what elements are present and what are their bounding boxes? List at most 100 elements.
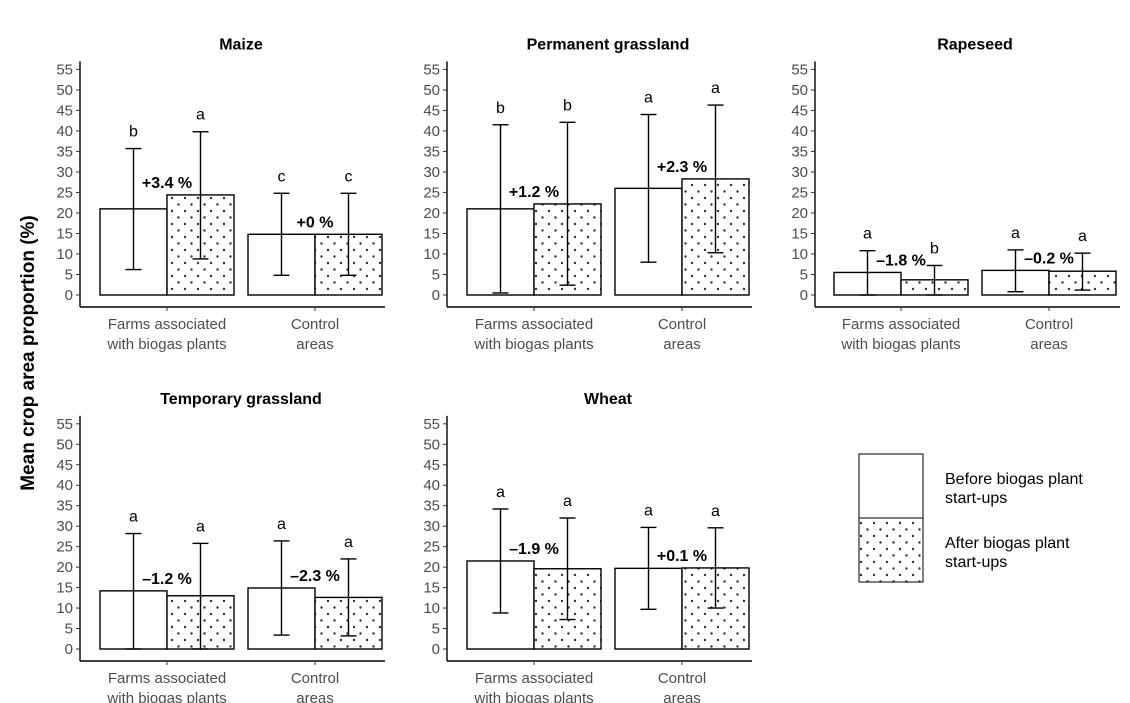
- significance-letter: a: [644, 90, 653, 107]
- significance-letter: a: [563, 493, 572, 510]
- change-label: +0 %: [297, 214, 334, 231]
- change-label: +1.2 %: [509, 184, 559, 201]
- legend-label: start-ups: [945, 554, 1007, 571]
- y-tick-label: 45: [791, 102, 808, 119]
- x-category-label: with biogas plants: [106, 690, 226, 703]
- x-category-label: areas: [663, 336, 701, 353]
- significance-letter: a: [196, 518, 205, 535]
- legend-swatch: [858, 517, 924, 583]
- y-tick-label: 55: [791, 61, 808, 78]
- y-tick-label: 50: [423, 82, 440, 99]
- x-category-label: Control: [291, 670, 339, 687]
- y-tick-label: 20: [423, 559, 440, 576]
- y-tick-label: 15: [56, 225, 73, 242]
- y-tick-label: 5: [65, 266, 73, 283]
- y-tick-label: 30: [423, 164, 440, 181]
- x-category-label: Control: [658, 316, 706, 333]
- y-tick-label: 10: [423, 600, 440, 617]
- y-tick-label: 25: [423, 539, 440, 556]
- y-tick-label: 0: [65, 287, 73, 304]
- y-axis-label: Mean crop area proportion (%): [18, 215, 39, 491]
- y-tick-label: 55: [423, 416, 440, 433]
- y-tick-label: 40: [56, 123, 73, 140]
- panel-title: Rapeseed: [937, 36, 1013, 53]
- y-tick-label: 35: [423, 143, 440, 160]
- change-label: –0.2 %: [1024, 250, 1074, 267]
- y-tick-label: 5: [800, 266, 808, 283]
- y-tick-label: 30: [791, 164, 808, 181]
- y-tick-label: 15: [791, 225, 808, 242]
- y-tick-label: 40: [791, 123, 808, 140]
- y-tick-label: 35: [423, 498, 440, 515]
- y-tick-label: 10: [791, 246, 808, 263]
- x-category-label: Farms associated: [108, 670, 226, 687]
- y-tick-label: 0: [800, 287, 808, 304]
- change-label: –2.3 %: [290, 568, 340, 585]
- y-tick-label: 5: [432, 621, 440, 638]
- y-tick-label: 40: [423, 477, 440, 494]
- x-category-label: with biogas plants: [473, 690, 593, 703]
- y-tick-label: 55: [56, 61, 73, 78]
- change-label: +3.4 %: [142, 175, 192, 192]
- significance-letter: a: [711, 80, 720, 97]
- y-tick-label: 50: [791, 82, 808, 99]
- y-tick-label: 10: [56, 600, 73, 617]
- x-category-label: Control: [658, 670, 706, 687]
- legend-label: start-ups: [945, 490, 1007, 507]
- significance-letter: a: [711, 503, 720, 520]
- y-tick-label: 10: [56, 246, 73, 263]
- y-tick-label: 15: [423, 580, 440, 597]
- x-category-label: areas: [296, 336, 334, 353]
- y-tick-label: 5: [65, 621, 73, 638]
- x-category-label: with biogas plants: [473, 336, 593, 353]
- y-tick-label: 10: [423, 246, 440, 263]
- x-category-label: Control: [291, 316, 339, 333]
- y-tick-label: 5: [432, 266, 440, 283]
- y-tick-label: 0: [432, 641, 440, 658]
- x-category-label: Farms associated: [475, 670, 593, 687]
- x-category-label: areas: [296, 690, 334, 703]
- chart-panel: Wheat 0 5 10 15 20 25 30 35 40 45 50 55 a a –1.9 % Farms…: [423, 391, 752, 703]
- x-category-label: areas: [663, 690, 701, 703]
- panel-title: Maize: [219, 36, 263, 53]
- change-label: –1.9 %: [509, 541, 559, 558]
- y-tick-label: 45: [56, 102, 73, 119]
- significance-letter: b: [129, 124, 138, 141]
- y-tick-label: 55: [56, 416, 73, 433]
- y-tick-label: 40: [56, 477, 73, 494]
- legend-label: After biogas plant: [945, 535, 1070, 552]
- y-tick-label: 25: [56, 184, 73, 201]
- x-category-label: areas: [1030, 336, 1068, 353]
- y-tick-label: 55: [423, 61, 440, 78]
- chart-panel: Maize 0 5 10 15 20 25 30 35 40 45 50 55 b a +3.4 % Farms…: [56, 36, 385, 353]
- panel-title: Wheat: [584, 391, 633, 408]
- significance-letter: c: [278, 168, 286, 185]
- y-tick-label: 40: [423, 123, 440, 140]
- y-tick-label: 30: [56, 164, 73, 181]
- y-tick-label: 20: [56, 205, 73, 222]
- change-label: –1.8 %: [876, 252, 926, 269]
- y-tick-label: 50: [56, 82, 73, 99]
- legend-swatch: [858, 453, 924, 519]
- y-tick-label: 20: [423, 205, 440, 222]
- significance-letter: a: [1011, 225, 1020, 242]
- y-tick-label: 35: [56, 143, 73, 160]
- y-tick-label: 15: [423, 225, 440, 242]
- y-tick-label: 45: [423, 102, 440, 119]
- y-tick-label: 45: [423, 457, 440, 474]
- significance-letter: a: [196, 107, 205, 124]
- chart-panel: Permanent grassland 0 5 10 15 20 25 30 35 40 45 50 5…: [423, 36, 752, 353]
- y-tick-label: 0: [432, 287, 440, 304]
- change-label: +2.3 %: [657, 159, 707, 176]
- y-tick-label: 35: [56, 498, 73, 515]
- significance-letter: a: [863, 226, 872, 243]
- significance-letter: b: [930, 240, 939, 257]
- significance-letter: a: [496, 484, 505, 501]
- y-tick-label: 25: [56, 539, 73, 556]
- legend-label: Before biogas plant: [945, 471, 1083, 488]
- change-label: –1.2 %: [142, 571, 192, 588]
- y-tick-label: 45: [56, 457, 73, 474]
- x-category-label: with biogas plants: [106, 336, 226, 353]
- significance-letter: a: [277, 516, 286, 533]
